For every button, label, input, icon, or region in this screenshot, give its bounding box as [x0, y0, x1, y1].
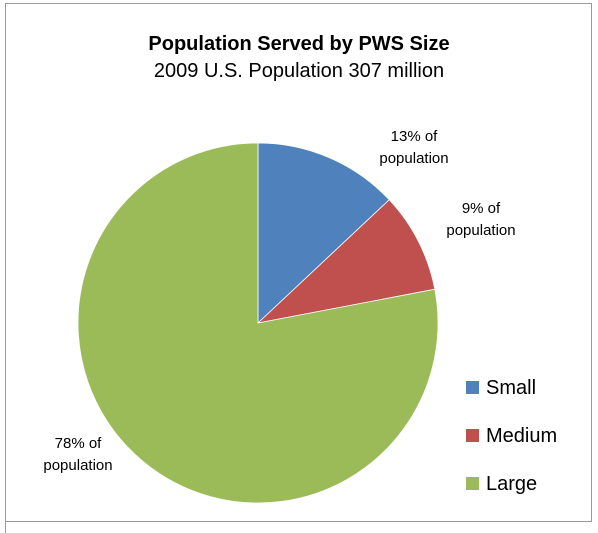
chart-subtitle: 2009 U.S. Population 307 million — [153, 60, 445, 82]
legend-label-small: Small — [486, 377, 536, 399]
legend-swatch-small — [466, 381, 479, 394]
pie-slice-small — [257, 142, 390, 324]
chart-title: Population Served by PWS Size — [148, 33, 450, 55]
frame-edge — [5, 522, 6, 533]
data-label-medium: 9% of population — [446, 200, 515, 239]
pie-slices — [77, 142, 439, 504]
legend-swatch-medium — [466, 429, 479, 442]
pie-slice-large — [77, 142, 439, 504]
legend-label-medium: Medium — [486, 425, 557, 447]
legend: Small Medium Large — [466, 377, 557, 495]
pie-slice-medium — [256, 199, 436, 324]
legend-label-large: Large — [486, 473, 537, 495]
data-labels: 13% of population 9% of population 78% of pop… — [43, 128, 515, 474]
data-label-large: 78% of population — [43, 435, 112, 474]
legend-swatch-large — [466, 477, 479, 490]
data-label-small: 13% of population — [379, 128, 448, 167]
